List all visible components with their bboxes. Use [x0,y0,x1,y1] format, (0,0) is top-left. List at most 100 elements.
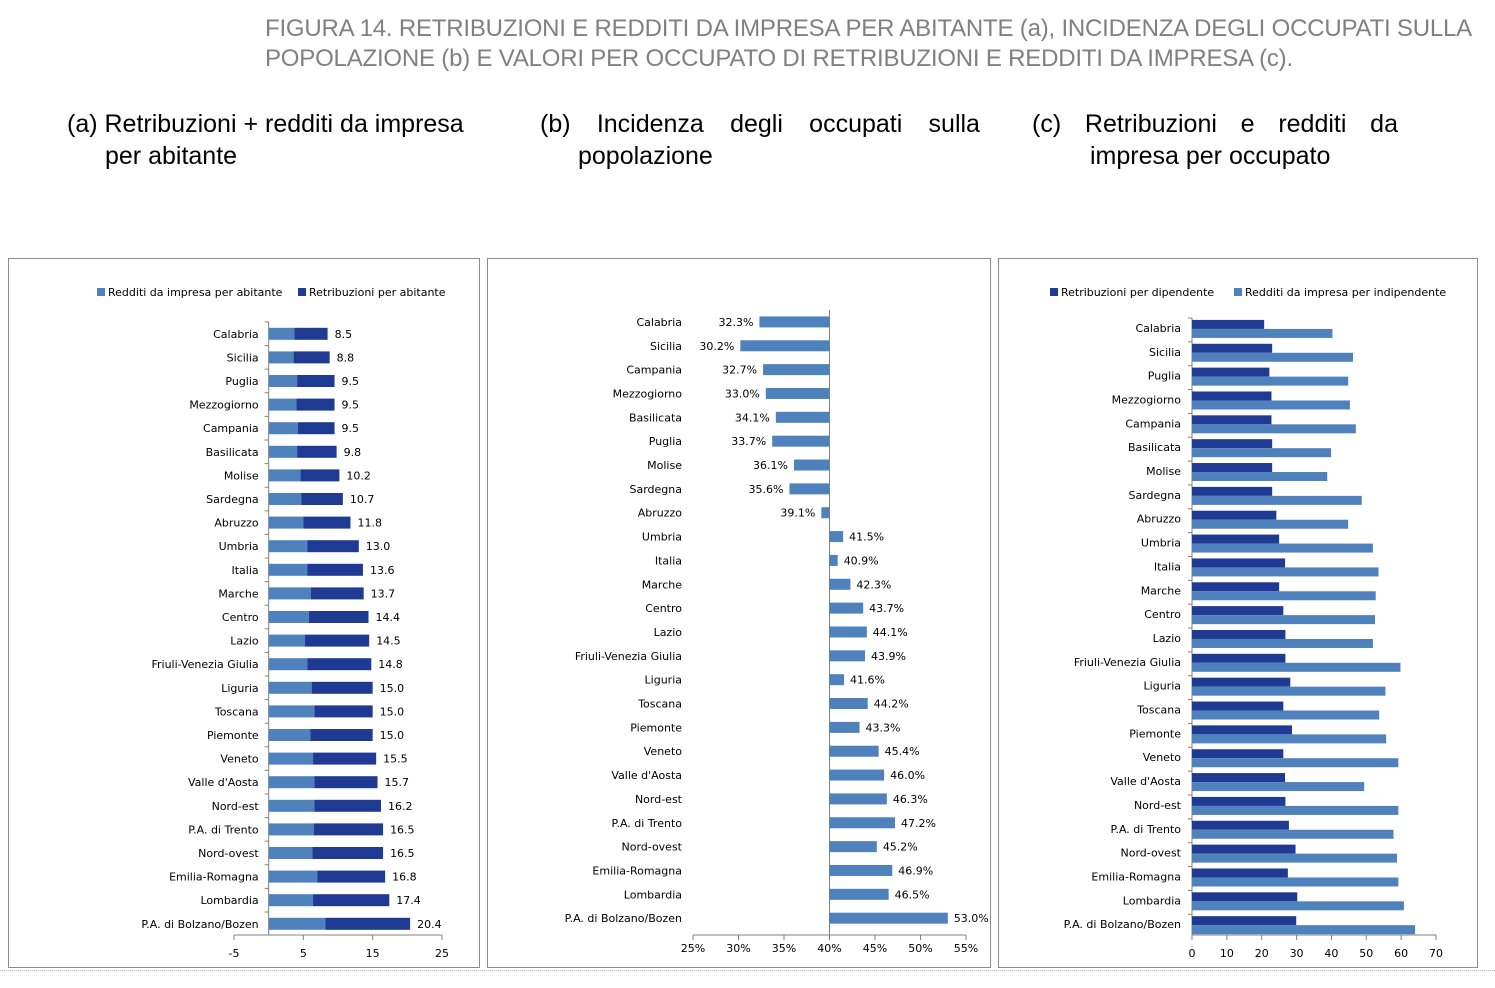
category-label: Mezzogiorno [189,399,259,412]
x-tick-label: 55% [954,942,978,955]
bar-redditi-indipendente [1192,734,1387,744]
category-label: Abruzzo [214,517,259,530]
category-label: Emilia-Romagna [592,864,682,877]
data-label: 13.7 [371,587,396,600]
bar-occupati [829,745,879,757]
x-tick-label: 50% [908,942,932,955]
data-label: 10.7 [350,493,375,506]
x-tick-label: 40 [1324,947,1338,960]
x-tick-label: 25% [681,942,705,955]
data-label: 36.1% [753,459,788,472]
data-label: 14.5 [376,635,401,648]
category-label: Veneto [220,753,258,766]
bar-retribuzioni-dipendente [1192,820,1289,830]
bar-retribuzioni [311,681,373,694]
bar-redditi-indipendente [1192,591,1376,601]
bar-retribuzioni [307,563,363,576]
panel-b-title-word: (b) [540,110,571,138]
data-label: 16.8 [392,871,417,884]
category-label: Sicilia [650,340,682,353]
x-tick-label: -5 [229,947,240,960]
bar-redditi-impresa [268,681,312,694]
legend-label-retribuzioni: Retribuzioni per abitante [309,286,446,299]
bar-retribuzioni [307,658,372,671]
legend-swatch-retribuzioni [298,288,306,296]
category-label: Italia [655,554,682,567]
category-label: Valle d'Aosta [1110,775,1181,788]
data-label: 9.8 [344,446,362,459]
category-label: P.A. di Trento [188,823,259,836]
category-label: Sardegna [630,483,683,496]
category-label: Nord-ovest [198,847,259,860]
bar-retribuzioni-dipendente [1192,510,1277,520]
bar-redditi-impresa [268,422,298,435]
data-label: 14.4 [376,611,401,624]
bar-occupati [829,841,877,853]
category-label: Mezzogiorno [613,387,683,400]
category-label: Veneto [644,745,682,758]
category-label: Marche [218,587,259,600]
category-label: Molise [1146,465,1181,478]
bar-retribuzioni-dipendente [1192,534,1280,544]
bar-retribuzioni [312,847,384,859]
bar-retribuzioni [317,870,386,883]
bar-retribuzioni [294,327,328,340]
category-label: Piemonte [630,721,682,734]
category-label: Umbria [219,540,259,553]
data-label: 8.5 [335,328,353,341]
data-label: 41.5% [849,531,884,544]
bar-redditi-indipendente [1192,352,1354,362]
category-label: Marche [1141,584,1182,597]
data-label: 13.6 [370,564,395,577]
category-label: Marche [642,578,683,591]
data-label: 32.7% [722,364,757,377]
bar-redditi-impresa [268,516,304,529]
category-label: Campania [626,364,682,377]
category-label: Centro [222,611,259,624]
data-label: 39.1% [780,507,815,520]
category-label: Campania [1125,417,1181,430]
category-label: Calabria [636,316,682,329]
bar-redditi-impresa [268,894,314,907]
bar-retribuzioni [314,705,373,718]
category-label: Puglia [1148,370,1181,383]
category-label: P.A. di Trento [612,817,683,830]
data-label: 53.0% [954,912,989,925]
category-label: Lazio [230,635,259,648]
panel-c-title-word: e [1240,110,1255,138]
data-label: 14.8 [378,658,403,671]
x-tick-label: 25 [435,947,449,960]
category-label: Puglia [649,435,682,448]
data-label: 16.5 [390,847,415,860]
bar-retribuzioni-dipendente [1192,844,1296,854]
panel-c-title-word: da [1370,110,1398,138]
chart-b: 25% 30% 35% 40% 45% 50% 55% Calabria 32.3% Sicili… [565,310,989,955]
category-label: Valle d'Aosta [611,769,682,782]
bar-retribuzioni-dipendente [1192,415,1272,425]
category-label: Liguria [221,682,258,695]
bar-retribuzioni-dipendente [1192,606,1284,616]
bar-redditi-indipendente [1192,400,1350,410]
category-label: Friuli-Venezia Giulia [575,650,682,663]
legend-swatch-redditi [1234,288,1242,296]
bar-retribuzioni [313,752,377,765]
bar-retribuzioni-dipendente [1192,367,1270,377]
x-tick-label: 10 [1220,947,1234,960]
category-label: Calabria [213,328,259,341]
category-label: Nord-est [635,793,683,806]
bar-occupati [775,411,830,423]
page-bottom-rule [0,970,1495,973]
data-label: 41.6% [850,674,885,687]
data-label: 47.2% [901,817,936,830]
bar-redditi-indipendente [1192,519,1349,529]
x-tick-label: 30% [726,942,750,955]
category-label: Emilia-Romagna [1091,870,1181,883]
category-label: Molise [647,459,682,472]
bar-redditi-indipendente [1192,901,1404,911]
category-label: Lombardia [624,888,682,901]
bar-occupati [829,531,844,543]
data-label: 15.0 [380,682,405,695]
bar-retribuzioni-dipendente [1192,391,1272,401]
category-label: Piemonte [207,729,259,742]
data-label: 46.5% [895,888,930,901]
